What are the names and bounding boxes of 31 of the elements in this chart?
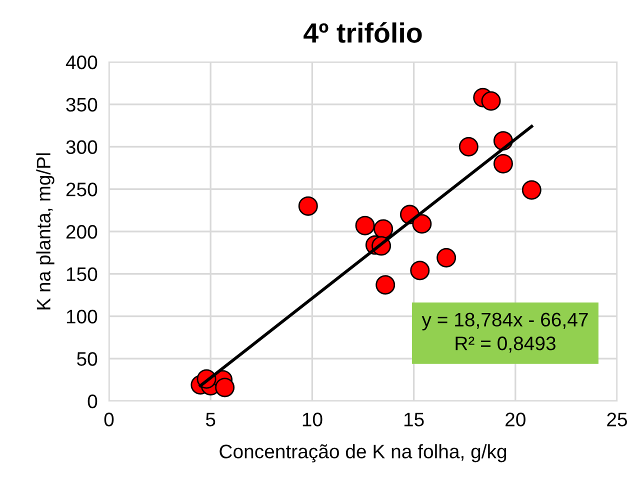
point <box>522 180 542 200</box>
point <box>481 91 501 111</box>
x-tick-label: 20 <box>506 412 526 426</box>
y-tick-label: 100 <box>66 310 98 324</box>
point <box>215 378 235 398</box>
x-tick-label: 25 <box>607 412 627 426</box>
y-tick-label: 400 <box>66 55 98 70</box>
y-axis-title: K na planta, mg/Pl <box>36 153 54 310</box>
y-tick-label: 0 <box>88 394 98 408</box>
y-tick-label: 200 <box>66 224 98 239</box>
x-tick-label: 0 <box>104 412 114 426</box>
point <box>410 260 430 280</box>
point <box>436 248 456 268</box>
point <box>493 154 513 174</box>
y-tick-label: 300 <box>66 140 98 154</box>
point <box>355 216 375 236</box>
chart-title: 4º trifólio <box>304 22 422 43</box>
y-tick-label: 50 <box>77 352 98 366</box>
point <box>298 196 318 216</box>
point <box>458 137 478 156</box>
x-tick-label: 5 <box>206 412 216 426</box>
y-tick-label: 350 <box>66 98 98 112</box>
point <box>374 219 394 239</box>
x-axis-title: Concentração de K na folha, g/kg <box>220 444 506 462</box>
annotation: y = 18,784x - 66,47 R² = 0,8493 <box>422 312 588 353</box>
point <box>412 214 432 234</box>
y-tick-label: 150 <box>66 267 98 282</box>
y-tick-label: 250 <box>66 182 98 196</box>
x-tick-label: 15 <box>404 412 424 426</box>
point <box>376 275 396 295</box>
x-tick-label: 10 <box>302 412 322 426</box>
